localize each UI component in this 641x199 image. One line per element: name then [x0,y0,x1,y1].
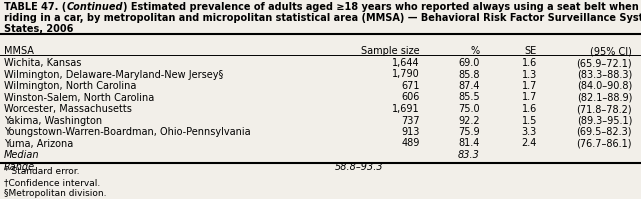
Text: Yuma, Arizona: Yuma, Arizona [4,139,73,148]
Text: (69.5–82.3): (69.5–82.3) [576,127,632,137]
Text: 85.5: 85.5 [458,93,480,102]
Text: 75.0: 75.0 [458,104,480,114]
Text: ) Estimated prevalence of adults aged ≥18 years who reported always using a seat: ) Estimated prevalence of adults aged ≥1… [122,2,641,12]
Text: 1,691: 1,691 [392,104,420,114]
Text: Range: Range [4,162,35,172]
Text: TABLE 47. (: TABLE 47. ( [4,2,66,12]
Text: 913: 913 [402,127,420,137]
Text: 737: 737 [401,115,420,126]
Text: 92.2: 92.2 [458,115,480,126]
Text: (95% CI): (95% CI) [590,46,632,56]
Text: 85.8: 85.8 [458,69,480,79]
Text: 606: 606 [402,93,420,102]
Text: 1.7: 1.7 [522,93,537,102]
Text: Median: Median [4,150,40,160]
Text: (82.1–88.9): (82.1–88.9) [577,93,632,102]
Text: riding in a car, by metropolitan and micropolitan statistical area (MMSA) — Beha: riding in a car, by metropolitan and mic… [4,13,641,23]
Text: §Metropolitan division.: §Metropolitan division. [4,189,106,198]
Text: 1.6: 1.6 [522,104,537,114]
Text: Wilmington, North Carolina: Wilmington, North Carolina [4,81,137,91]
Text: Winston-Salem, North Carolina: Winston-Salem, North Carolina [4,93,154,102]
Text: (71.8–78.2): (71.8–78.2) [576,104,632,114]
Text: Yakima, Washington: Yakima, Washington [4,115,102,126]
Text: 1.6: 1.6 [522,58,537,68]
Text: Wichita, Kansas: Wichita, Kansas [4,58,81,68]
Text: 69.0: 69.0 [458,58,480,68]
Text: MMSA: MMSA [4,46,34,56]
Text: Youngstown-Warren-Boardman, Ohio-Pennsylvania: Youngstown-Warren-Boardman, Ohio-Pennsyl… [4,127,251,137]
Text: 671: 671 [401,81,420,91]
Text: †Confidence interval.: †Confidence interval. [4,178,100,187]
Text: 1.3: 1.3 [522,69,537,79]
Text: 87.4: 87.4 [458,81,480,91]
Text: 83.3: 83.3 [458,150,480,160]
Text: States, 2006: States, 2006 [4,24,73,34]
Text: Worcester, Massachusetts: Worcester, Massachusetts [4,104,132,114]
Text: 75.9: 75.9 [458,127,480,137]
Text: Wilmington, Delaware-Maryland-New Jersey§: Wilmington, Delaware-Maryland-New Jersey… [4,69,223,79]
Text: 81.4: 81.4 [458,139,480,148]
Text: 489: 489 [402,139,420,148]
Text: 1,790: 1,790 [392,69,420,79]
Text: (89.3–95.1): (89.3–95.1) [577,115,632,126]
Text: 58.8–93.3: 58.8–93.3 [335,162,383,172]
Text: (76.7–86.1): (76.7–86.1) [576,139,632,148]
Text: Sample size: Sample size [362,46,420,56]
Text: (65.9–72.1): (65.9–72.1) [576,58,632,68]
Text: SE: SE [525,46,537,56]
Text: 1.7: 1.7 [522,81,537,91]
Text: Continued: Continued [66,2,122,12]
Text: (84.0–90.8): (84.0–90.8) [577,81,632,91]
Text: 2.4: 2.4 [522,139,537,148]
Text: 1,644: 1,644 [392,58,420,68]
Text: * Standard error.: * Standard error. [4,167,79,176]
Text: 3.3: 3.3 [522,127,537,137]
Text: %: % [471,46,480,56]
Text: (83.3–88.3): (83.3–88.3) [577,69,632,79]
Text: 1.5: 1.5 [522,115,537,126]
